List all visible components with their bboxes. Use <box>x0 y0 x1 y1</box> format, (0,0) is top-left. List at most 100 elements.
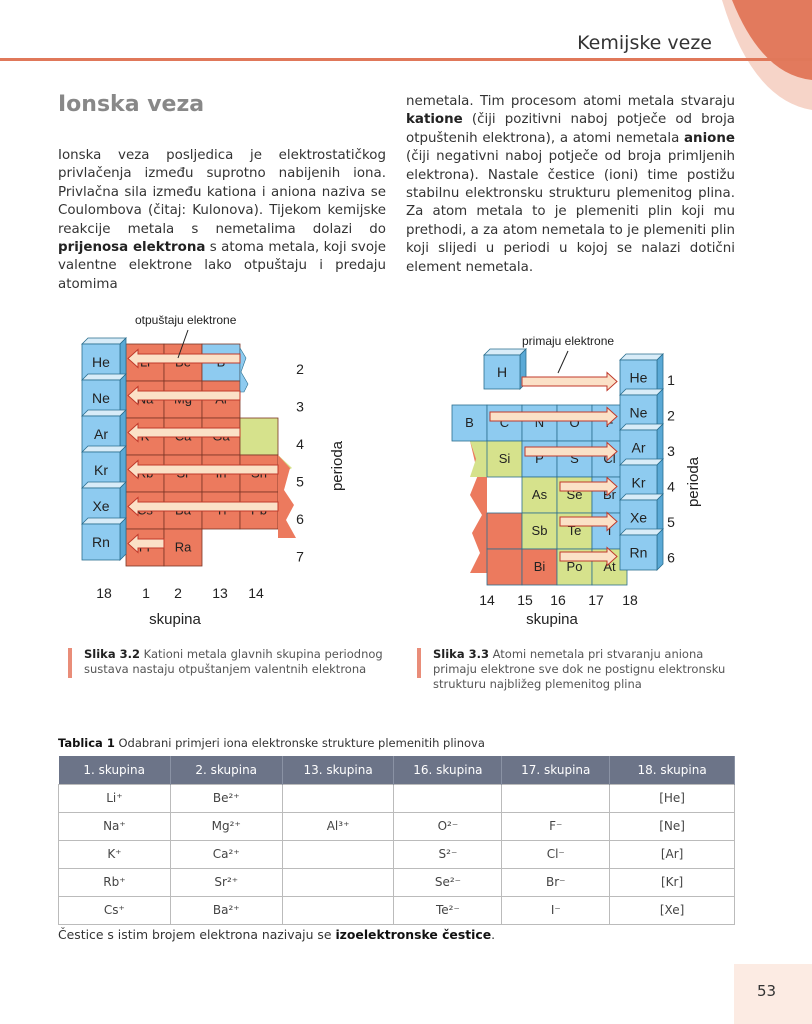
electron-arrow <box>127 385 241 406</box>
figure-label: primaju elektrone <box>522 334 614 348</box>
table-row: Li⁺ Be²⁺ [He] <box>58 783 735 813</box>
caption-text: Kationi metala glavnih skupina periodnog… <box>84 647 383 676</box>
table-cell: I⁻ <box>501 895 611 925</box>
element-symbol: He <box>630 370 648 386</box>
element-cell <box>521 512 558 550</box>
element-cell <box>521 548 558 586</box>
electron-arrow <box>524 441 618 462</box>
noble-gas-cell-top <box>81 517 127 525</box>
table-cell: [He] <box>609 783 735 813</box>
element-symbol: Xe <box>92 498 109 514</box>
period-number: 3 <box>667 443 675 459</box>
table-cell: Rb⁺ <box>58 867 171 897</box>
element-symbol: Xe <box>630 510 647 526</box>
element-symbol: Po <box>567 559 583 574</box>
noble-gas-cell <box>619 534 658 571</box>
ions-table: 1. skupina 2. skupina 13. skupina 16. sk… <box>58 756 735 925</box>
footnote-text: Čestice s istim brojem elektrona nazivaj… <box>58 927 336 942</box>
page-number: 53 <box>757 982 777 1000</box>
electron-arrow <box>521 371 618 392</box>
paragraph-text: s atoma metala, koji svoje valentne elek… <box>58 240 386 292</box>
element-symbol: Kr <box>632 475 646 491</box>
table-cell: [Xe] <box>609 895 735 925</box>
hydrogen-cell-top <box>483 348 527 356</box>
electron-arrow <box>559 546 618 567</box>
table-row: K⁺ Ca²⁺ S²⁻ Cl⁻ [Ar] <box>58 839 735 869</box>
element-symbol: Rn <box>92 534 110 550</box>
noble-gas-cell-top <box>619 458 664 466</box>
period-number: 4 <box>296 436 304 452</box>
group-axis-label: skupina <box>526 611 578 628</box>
group-number: 14 <box>479 592 495 608</box>
table-cell: Ba²⁺ <box>169 895 283 925</box>
figure2-caption: Slika 3.3 Atomi nemetala pri stvaranju a… <box>417 647 747 692</box>
paragraph-text: (čiji negativni naboj potječe od broja p… <box>406 149 735 275</box>
table-cell <box>281 895 395 925</box>
table-caption: Tablica 1 Odabrani primjeri iona elektro… <box>58 736 485 750</box>
element-symbol: C <box>500 415 509 430</box>
hydrogen-cell <box>483 354 521 390</box>
table-cell <box>281 867 395 897</box>
period-number: 4 <box>667 479 675 495</box>
group-number: 18 <box>622 592 638 608</box>
caption-label: Slika 3.3 <box>433 647 489 661</box>
column-header: 2. skupina <box>170 756 283 784</box>
table-cell <box>281 839 395 869</box>
element-symbol: B <box>465 415 474 430</box>
table-cell <box>281 783 395 813</box>
table-cell: S²⁻ <box>393 839 503 869</box>
table-row: Cs⁺ Ba²⁺ Te²⁻ I⁻ [Xe] <box>58 895 735 925</box>
noble-gas-cell-top <box>619 423 664 431</box>
bold-term: katione <box>406 112 463 128</box>
jagged-edge <box>239 346 249 393</box>
bold-term: prijenosa elektrona <box>58 240 206 256</box>
group-number: 14 <box>248 585 264 601</box>
table-caption-label: Tablica 1 <box>58 736 115 750</box>
text-column-right: nemetala. Tim procesom atomi metala stva… <box>406 93 735 277</box>
table-cell: Te²⁻ <box>393 895 503 925</box>
element-cell <box>486 440 523 478</box>
table-cell: Cs⁺ <box>58 895 171 925</box>
column-header: 16. skupina <box>393 756 503 784</box>
noble-gas-cell <box>81 523 121 561</box>
group-axis-label: skupina <box>149 611 201 628</box>
column-header: 13. skupina <box>282 756 395 784</box>
element-symbol: I <box>608 523 612 538</box>
period-number: 6 <box>296 511 304 527</box>
table-cell: [Ar] <box>609 839 735 869</box>
footnote-end: . <box>491 927 496 942</box>
period-number: 5 <box>667 514 675 530</box>
element-symbol: N <box>535 415 544 430</box>
footnote: Čestice s istim brojem elektrona nazivaj… <box>58 927 495 942</box>
element-symbol: Te <box>568 523 582 538</box>
table-header-row: 1. skupina 2. skupina 13. skupina 16. sk… <box>58 756 735 784</box>
period-number: 2 <box>667 408 675 424</box>
section-heading: Ionska veza <box>58 92 205 117</box>
noble-gas-cell-top <box>81 445 127 453</box>
element-symbol: Rn <box>630 545 648 561</box>
table-cell: F⁻ <box>501 811 611 841</box>
footnote-term: izoelektronske čestice <box>335 927 492 942</box>
paragraph-text: (čiji pozitivni naboj potječe od broja o… <box>406 112 735 146</box>
bold-term: anione <box>684 130 735 146</box>
table-cell: Li⁺ <box>58 783 171 813</box>
element-cell <box>163 528 203 567</box>
label-pointer <box>557 350 569 374</box>
jagged-edge <box>278 455 296 538</box>
paragraph-text: nemetala. Tim procesom atomi metala stva… <box>406 94 735 109</box>
noble-gas-cell-top <box>619 353 664 361</box>
element-symbol: P <box>535 451 544 466</box>
jagged-edge <box>470 441 487 477</box>
column-header: 18. skupina <box>609 756 735 784</box>
element-symbol: Ar <box>632 440 646 456</box>
period-number: 1 <box>667 372 675 388</box>
element-symbol: Kr <box>94 462 108 478</box>
element-symbol: S <box>570 451 579 466</box>
element-symbol: Sb <box>532 523 548 538</box>
table-cell: Sr²⁺ <box>169 867 283 897</box>
element-symbol: Ra <box>175 540 192 555</box>
table-cell: Ca²⁺ <box>169 839 283 869</box>
element-cell <box>486 548 523 586</box>
table-cell <box>501 783 611 813</box>
chapter-title: Kemijske veze <box>577 32 712 54</box>
